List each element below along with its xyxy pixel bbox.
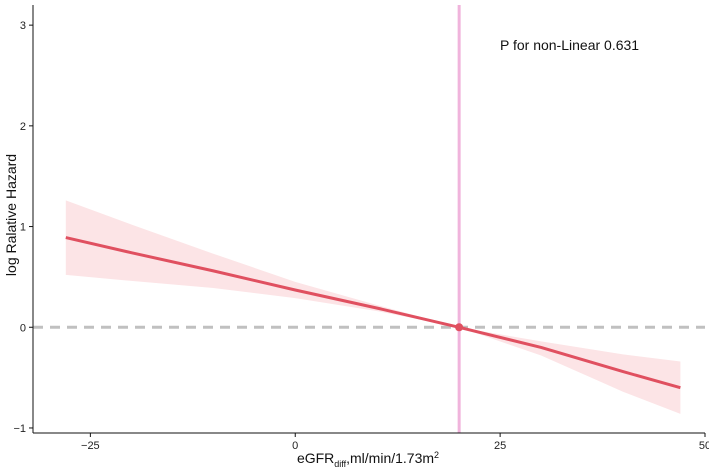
x-axis-title-superscript: 2 — [434, 450, 439, 460]
y-tick-label: −1 — [13, 423, 26, 435]
x-tick-label: −25 — [81, 440, 100, 452]
x-axis-title-main: eGFR — [297, 450, 334, 466]
y-tick-label: 1 — [20, 222, 26, 234]
x-axis-title: eGFRdiff,ml/min/1.73m2 — [297, 450, 439, 469]
axes: −1 0 1 2 3 −25 0 25 50 — [13, 5, 709, 452]
reference-point — [455, 323, 464, 332]
x-axis-title-subscript: diff — [334, 459, 346, 469]
x-tick-label: 0 — [292, 440, 298, 452]
y-tick-label: 0 — [20, 322, 26, 334]
x-axis-title-unit: ,ml/min/1.73m — [346, 450, 434, 466]
plot-area — [33, 5, 705, 433]
y-tick-label: 3 — [20, 20, 26, 32]
x-tick-label: 25 — [494, 440, 506, 452]
nonlinear-p-annotation: P for non-Linear 0.631 — [500, 37, 639, 53]
y-axis-title: log Ralative Hazard — [3, 154, 19, 276]
x-tick-label: 50 — [699, 440, 709, 452]
y-tick-label: 2 — [20, 121, 26, 133]
fitted-line — [65, 236, 681, 390]
